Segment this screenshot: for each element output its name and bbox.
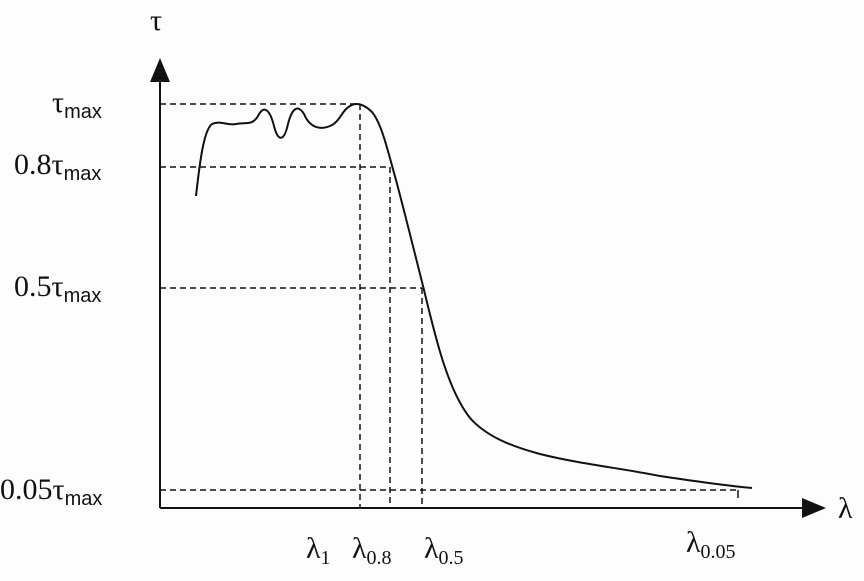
x-axis-arrowhead — [802, 498, 826, 518]
label-tau-max: τmax — [52, 86, 102, 123]
label-lambda-0-8-sub: 0.8 — [367, 547, 392, 569]
x-marker-labels: λ1 λ0.8 λ0.5 λ0.05 — [306, 526, 736, 569]
y-axis-symbol: τ — [150, 4, 162, 37]
label-0-8-sub: max — [64, 163, 102, 185]
y-level-labels: τmax 0.8τmax 0.5τmax 0.05τmax — [0, 86, 102, 510]
label-0-05-coef: 0.05 — [0, 473, 53, 506]
label-0-8-tau-max: 0.8τmax — [14, 148, 101, 185]
label-0-5-coef: 0.5 — [14, 270, 52, 303]
label-0-8-coef: 0.8 — [14, 148, 52, 181]
label-0-05-sub: max — [65, 488, 103, 510]
label-lambda-1-sub: 1 — [321, 547, 331, 569]
x-axis-symbol: λ — [838, 492, 853, 525]
label-lambda-1-sym: λ — [306, 532, 321, 565]
label-0-05-tau-max: 0.05τmax — [0, 473, 102, 510]
label-lambda-0-8: λ0.8 — [352, 532, 392, 569]
transmittance-curve — [195, 103, 753, 489]
label-lambda-0-05: λ0.05 — [686, 526, 736, 563]
label-0-5-sym: τ — [52, 270, 64, 303]
label-0-05-sym: τ — [53, 473, 65, 506]
label-0-5-tau-max: 0.5τmax — [14, 270, 101, 307]
label-tau-max-sub: max — [64, 101, 102, 123]
y-axis-arrowhead — [150, 58, 170, 82]
label-0-5-sub: max — [64, 285, 102, 307]
label-0-8-sym: τ — [52, 148, 64, 181]
label-lambda-0-5: λ0.5 — [424, 532, 464, 569]
label-lambda-0-8-sym: λ — [352, 532, 367, 565]
label-lambda-1: λ1 — [306, 532, 331, 569]
label-tau-max-sym: τ — [52, 86, 64, 119]
label-lambda-0-05-sub: 0.05 — [701, 541, 736, 563]
label-lambda-0-05-sym: λ — [686, 526, 701, 559]
label-lambda-0-5-sym: λ — [424, 532, 439, 565]
label-lambda-0-5-sub: 0.5 — [439, 547, 464, 569]
